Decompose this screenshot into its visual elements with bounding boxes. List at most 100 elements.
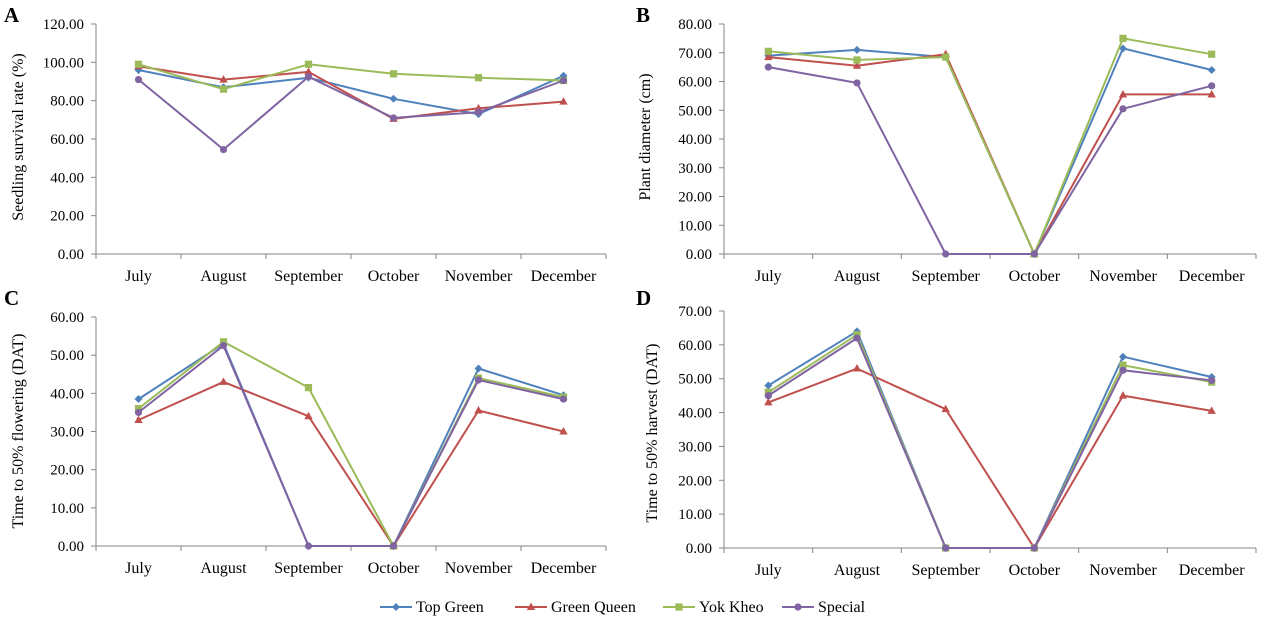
panel-a-point-special (389, 114, 398, 122)
panel-b-point-top-green (1207, 66, 1216, 74)
panel-d-y-tick-label: 60.00 (678, 338, 712, 354)
panel-b-x-tick-label: November (1089, 268, 1157, 285)
panel-a-y-tick-label: 60.00 (50, 132, 84, 148)
panel-c-series-line-yok-kheo (137, 340, 564, 547)
panel-d-series-line-top-green (767, 330, 1212, 549)
panel-c-point-green-queen (559, 427, 568, 435)
panel-c-y-tick-label: 60.00 (50, 310, 84, 326)
panel-b-x-tick-label: July (755, 268, 782, 285)
panel-a-point-green-queen (559, 97, 568, 105)
panel-a-plot: 0.00 20.00 40.00 60.00 80.00 100.00 120.00 July… (43, 17, 607, 285)
panel-b-point-green-queen (1207, 89, 1216, 98)
panel-b-point-special (1208, 82, 1216, 90)
panel-b-point-special (764, 63, 772, 71)
panel-b-y-tick-label: 40.00 (678, 132, 712, 148)
panel-d-x-tick-label: July (755, 562, 782, 579)
panel-b-point-green-queen (1118, 89, 1128, 98)
panel-b-point-top-green (1119, 44, 1127, 53)
panel-d-x-tick-label: September (911, 562, 980, 579)
panel-b-point-special (1119, 105, 1127, 113)
panel-b-letter: B (636, 3, 650, 27)
panel-d-point-special (942, 544, 950, 552)
legend-label-yok-kheo: Yok Kheo (699, 599, 764, 616)
panel-a-point-yok-kheo (304, 60, 313, 68)
panel-b-y-tick-label: 70.00 (678, 46, 712, 62)
panel-d-x-tick-label: November (1089, 562, 1157, 579)
panel-b-y-tick-label: 0.00 (686, 247, 712, 263)
panel-d-point-green-queen (852, 364, 862, 372)
panel-c-x-tick-label: August (200, 560, 247, 577)
panel-d-point-special (764, 392, 772, 400)
panel-b-series-line-special (768, 66, 1212, 255)
panel-a: A Seedling survival rate (%) 0.00 20.00 40… (4, 3, 607, 285)
legend: Top Green Green Queen Yok Kheo Special (380, 599, 866, 616)
panel-a-x-tick-label: November (445, 268, 513, 285)
panel-c-y-tick-label: 50.00 (50, 348, 84, 364)
panel-c-x-tick-label: October (368, 560, 420, 577)
panel-b-x-tick-label: September (911, 268, 980, 285)
panel-d-point-special (1030, 544, 1038, 552)
panel-d-x-tick-label: October (1009, 562, 1061, 579)
panel-b-point-special (1030, 250, 1038, 258)
panel-d-x-tick-label: August (834, 562, 881, 579)
panel-b-point-green-queen (852, 61, 862, 69)
panel-d-series-line-green-queen (767, 367, 1212, 549)
panel-a-point-special (304, 73, 313, 81)
panel-c-y-tick-label: 0.00 (58, 539, 84, 555)
panel-c-ylabel: Time to 50% flowering (DAT) (10, 334, 27, 529)
panel-c-y-tick-label: 20.00 (50, 463, 84, 479)
panel-c-x-tick-label: July (125, 560, 152, 577)
panel-a-point-special (559, 76, 568, 85)
panel-d: D Time to 50% harvest (DAT) 0.00 10.00 20.… (636, 286, 1257, 579)
panel-a-letter: A (4, 3, 20, 27)
panel-a-series-line-special (137, 75, 564, 151)
panel-b-y-tick-label: 20.00 (678, 190, 712, 206)
panel-d-y-tick-label: 0.00 (686, 541, 712, 557)
panel-d-point-special (1119, 366, 1127, 374)
panel-c-x-tick-label: December (531, 560, 597, 577)
legend-marker-special (794, 603, 802, 611)
panel-d-y-tick-label: 20.00 (678, 473, 712, 489)
panel-d-point-special (853, 334, 861, 342)
panel-a-point-top-green (389, 94, 398, 103)
panel-b-point-top-green (853, 45, 861, 54)
panel-a-x-tick-label: October (368, 268, 420, 285)
panel-c-point-special (304, 542, 313, 550)
panel-a-point-yok-kheo (219, 85, 228, 93)
panel-a-x-tick-label: December (531, 268, 597, 285)
panel-b-point-green-queen (764, 52, 773, 61)
panel-c-point-green-queen (134, 415, 143, 424)
panel-d-point-green-queen (1207, 406, 1216, 414)
panel-c-x-tick-label: November (445, 560, 513, 577)
legend-label-special: Special (818, 599, 866, 616)
panel-d-point-top-green (764, 381, 773, 390)
panel-c-point-special (474, 376, 483, 384)
panel-c: C Time to 50% flowering (DAT) 0.00 10.00 2… (4, 286, 607, 577)
panel-a-point-green-queen (304, 67, 313, 75)
panel-d-series-line-special (767, 337, 1212, 549)
panel-c-point-green-queen (304, 411, 313, 420)
panel-b-point-special (853, 79, 861, 87)
panel-c-series-line-top-green (137, 342, 564, 547)
panel-d-y-tick-label: 50.00 (678, 372, 712, 388)
panel-b-y-tick-label: 30.00 (678, 161, 712, 177)
panel-d-plot: 0.00 10.00 20.00 30.00 40.00 50.00 60.00 70.00 J… (678, 304, 1257, 579)
panel-d-point-top-green (1119, 352, 1127, 361)
panel-a-y-tick-label: 80.00 (50, 94, 84, 110)
panel-d-x-tick-label: December (1179, 562, 1245, 579)
panel-a-y-tick-label: 100.00 (43, 55, 84, 71)
panel-a-point-special (474, 108, 483, 116)
panel-c-point-special (134, 408, 143, 417)
panel-d-letter: D (636, 286, 651, 310)
panel-d-ylabel: Time to 50% harvest (DAT) (644, 344, 661, 523)
panel-c-point-special (219, 342, 228, 350)
legend-label-top-green: Top Green (416, 599, 484, 616)
legend-label-green-queen: Green Queen (551, 599, 636, 616)
panel-b-point-yok-kheo (1119, 34, 1127, 42)
panel-c-point-yok-kheo (304, 384, 313, 392)
panel-b-ylabel: Plant diameter (cm) (637, 73, 654, 200)
panel-c-y-tick-label: 10.00 (50, 501, 84, 517)
panel-b-point-special (942, 250, 950, 258)
legend-marker-top-green (392, 603, 400, 611)
